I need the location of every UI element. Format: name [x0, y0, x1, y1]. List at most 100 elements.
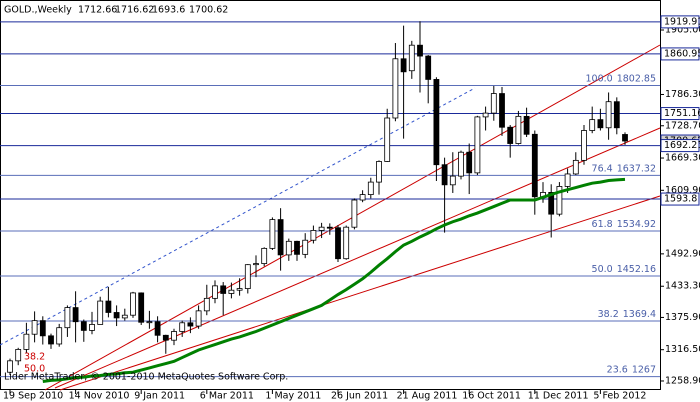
x-tick-label: 19 Sep 2010: [3, 391, 63, 402]
fib-part: 1369.4: [623, 308, 656, 319]
fib-label: 38.2 1369.4: [598, 308, 656, 319]
x-tick-label: 21 Aug 2011: [397, 391, 458, 402]
candle-body: [23, 333, 30, 350]
fib-label: 76.4 1637.32: [592, 163, 656, 174]
candle-body: [39, 320, 46, 337]
symbol: GOLD.,Weekly: [4, 5, 72, 16]
candle-body: [384, 117, 391, 162]
candle-body: [203, 297, 210, 312]
candle-body: [613, 101, 620, 129]
candle-body: [72, 307, 79, 323]
candle-body: [80, 321, 87, 331]
candle-body: [490, 93, 497, 114]
candle-body: [433, 79, 440, 166]
candle-body: [121, 314, 128, 319]
price-box-label: 1692.21: [664, 140, 700, 151]
candle-body: [449, 175, 456, 186]
fib-part: 1267: [632, 364, 656, 375]
fib-part: 23.6: [607, 364, 628, 375]
header-ohlc: 1712.66: [78, 5, 117, 16]
candle-body: [244, 264, 251, 289]
fib-label: 23.6 1267: [607, 364, 656, 375]
dashed-trend: [0, 87, 476, 346]
candle-body: [507, 126, 514, 144]
candle-body: [236, 288, 243, 291]
candle-body: [302, 239, 309, 255]
candle-body: [56, 327, 63, 345]
x-tick-label: 26 Jun 2011: [331, 391, 388, 402]
candle-body: [441, 164, 448, 186]
candle-body: [425, 55, 432, 80]
candle-body: [622, 134, 628, 142]
fib-label: 61.8 1534.92: [592, 219, 656, 230]
candle-body: [499, 93, 505, 128]
fib-part: 1534.92: [617, 219, 656, 230]
header-ohlc: 1693.6: [152, 5, 185, 16]
candle-body: [105, 300, 112, 313]
fib-part: 61.8: [592, 219, 613, 230]
candle-body: [294, 240, 300, 255]
price-box: [660, 107, 700, 121]
candle-body: [179, 322, 186, 332]
x-tick-label: 11 Dec 2011: [528, 391, 589, 402]
candle-body: [285, 240, 292, 256]
candle-body: [89, 324, 95, 331]
candle-body: [556, 186, 563, 215]
candle-body: [417, 44, 423, 57]
moving-average: [42, 177, 626, 383]
candle-body: [523, 115, 530, 135]
x-tick-label: 1 May 2011: [265, 391, 321, 402]
candle-body: [548, 192, 555, 215]
candle-body: [228, 289, 235, 294]
price-box-label: 1751.16: [664, 108, 700, 119]
candle-body: [351, 199, 358, 228]
candle-body: [408, 44, 415, 72]
candle-body: [589, 119, 596, 131]
fib-part: 1802.85: [617, 73, 656, 84]
candle-body: [15, 349, 22, 362]
x-tick-label: 5 Feb 2012: [593, 391, 646, 402]
candle-body: [458, 151, 464, 177]
fib-annotation: 38.2: [24, 352, 45, 363]
candle-body: [335, 227, 341, 260]
y-tick-label: 1905.00: [665, 24, 700, 35]
fib-part: 76.4: [592, 163, 613, 174]
candle-body: [466, 151, 473, 174]
candle-body: [277, 219, 284, 256]
price-box: [660, 192, 700, 206]
candle-body: [269, 219, 276, 249]
candle-body: [318, 226, 325, 231]
candle-body: [220, 285, 227, 294]
header-ohlc: 1716.62: [115, 5, 154, 16]
fib-label: 50.0 1452.16: [592, 263, 656, 274]
candle-body: [48, 335, 54, 345]
candle-body: [581, 130, 587, 161]
candle-body: [605, 101, 612, 129]
candle-body: [138, 292, 145, 323]
price-box-label: 1593.8: [664, 194, 697, 205]
candle-body: [326, 226, 333, 229]
candle-body: [482, 112, 489, 118]
trend-line: [59, 195, 661, 391]
fib-part: 100.0: [586, 73, 613, 84]
candle-body: [400, 58, 407, 73]
price-box-label: 1860.95: [664, 48, 700, 59]
candle-body: [195, 310, 202, 327]
candle-body: [146, 321, 153, 324]
candle-body: [154, 321, 161, 336]
candle-body: [130, 292, 136, 316]
candle-body: [171, 331, 177, 341]
candle-body: [392, 58, 399, 119]
candle-body: [572, 159, 579, 175]
x-tick-label: 9 Jan 2011: [134, 391, 185, 402]
candle-body: [97, 300, 104, 325]
y-tick-label: 1316.50: [665, 344, 700, 355]
y-tick-label: 1433.30: [665, 281, 700, 292]
fib-part: 50.0: [592, 263, 613, 274]
candle-body: [253, 263, 259, 266]
candle-body: [64, 307, 71, 329]
fib-part: 1637.32: [617, 163, 656, 174]
x-tick-label: 16 Oct 2011: [462, 391, 521, 402]
y-tick-label: 1728.70: [665, 120, 700, 131]
